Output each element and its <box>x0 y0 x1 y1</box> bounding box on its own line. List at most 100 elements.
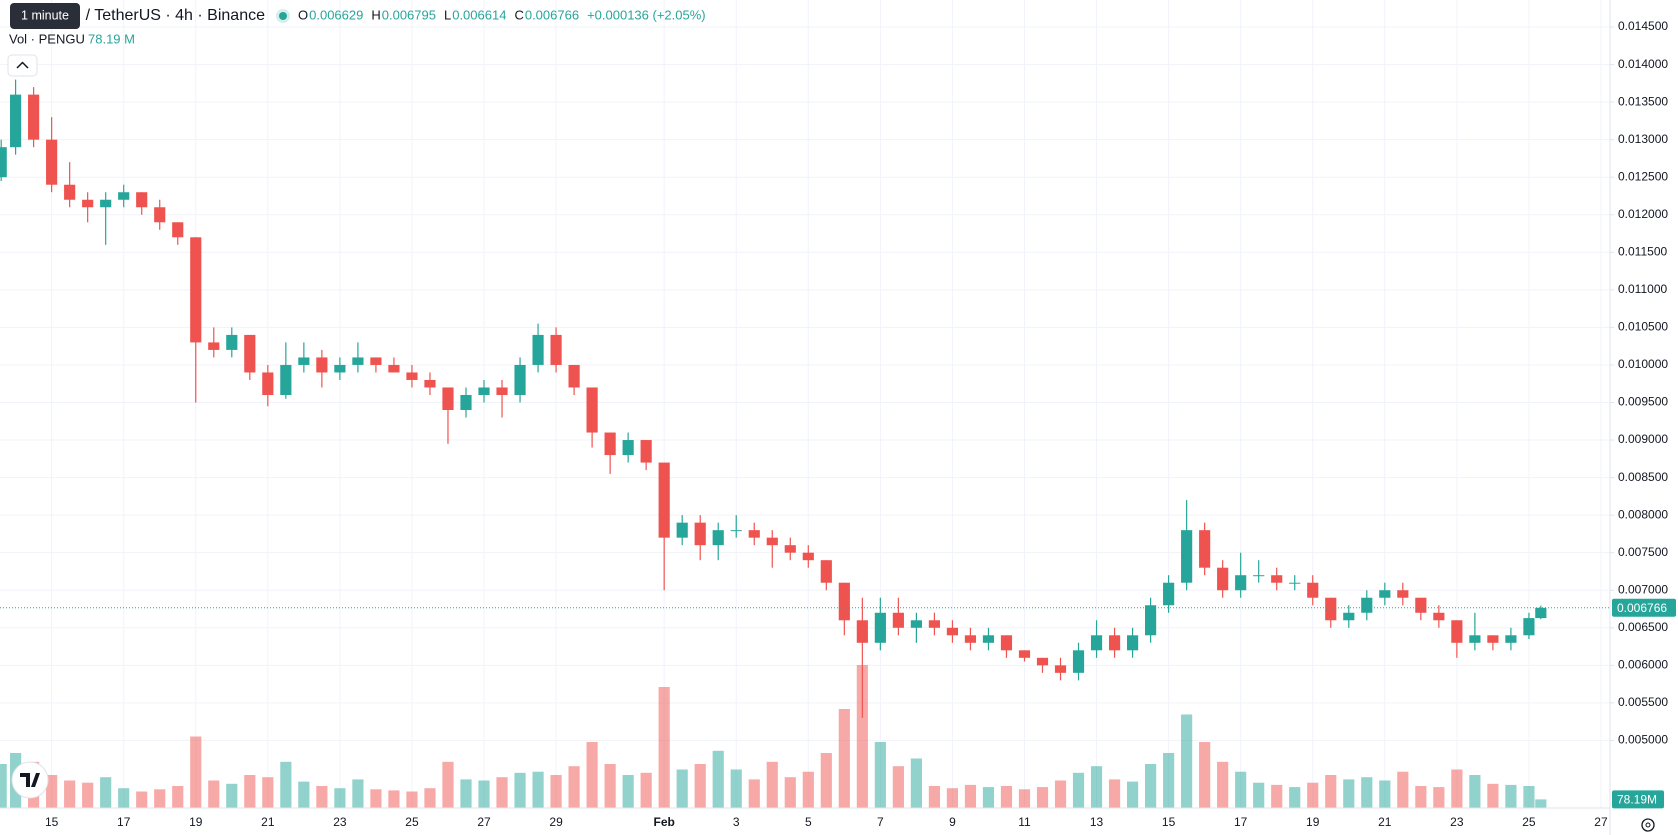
grid <box>0 0 1610 808</box>
candle-body <box>46 139 58 185</box>
volume-bar <box>946 788 959 808</box>
candle-body <box>1036 657 1049 666</box>
settings-gear[interactable] <box>1641 818 1655 832</box>
volume-label-box <box>1612 790 1664 809</box>
candle-body <box>712 530 724 546</box>
volume-bar <box>550 775 562 808</box>
candle-body <box>424 379 436 388</box>
y-tick-label: 0.010500 <box>1618 320 1668 334</box>
candle-body <box>1018 650 1031 658</box>
y-tick-label: 0.012000 <box>1618 207 1668 221</box>
candle-body <box>370 357 382 365</box>
volume-bar <box>1415 786 1427 808</box>
candle-body <box>514 364 526 395</box>
volume-bar <box>1054 780 1067 808</box>
ohlc-key: L <box>444 7 451 22</box>
candle-body <box>1451 620 1463 643</box>
candle-body <box>856 620 868 643</box>
volume-bar <box>604 764 616 808</box>
candle-body <box>1307 582 1319 598</box>
ohlc-key: C <box>514 7 523 22</box>
candle-body <box>730 530 742 532</box>
volume-bar <box>226 783 238 808</box>
x-tick-label: 3 <box>733 815 740 829</box>
candle-body <box>262 372 274 395</box>
volume-bar <box>1487 783 1499 808</box>
volume-bar <box>838 709 850 808</box>
ohlc-value: 0.006629 <box>309 7 363 22</box>
candle-body <box>568 364 580 388</box>
candle-body <box>802 552 814 561</box>
y-tick-label: 0.011500 <box>1618 244 1667 258</box>
candle-body <box>640 440 652 463</box>
x-tick-label: 15 <box>1162 815 1176 829</box>
ohlc-value: 0.006766 <box>525 7 579 22</box>
x-tick-label: 17 <box>1234 815 1248 829</box>
volume-bar <box>676 769 688 808</box>
volume-bar <box>1090 766 1103 808</box>
candle-body <box>64 184 76 200</box>
volume-bar <box>1505 784 1517 808</box>
x-tick-label: 19 <box>1306 815 1320 829</box>
collapse-button[interactable] <box>7 54 38 77</box>
axes: 0.005000 0.005500 0.006000 0.006500 0.007000… <box>0 19 1676 829</box>
candle-body <box>892 612 904 628</box>
volume-bar <box>280 761 292 808</box>
volume-bar <box>1235 771 1247 808</box>
volume-bar <box>1289 787 1301 808</box>
candle-body <box>874 612 886 643</box>
candle-body <box>334 364 346 373</box>
candle-body <box>604 432 616 456</box>
candle-body <box>496 387 508 395</box>
candle-body <box>82 199 94 208</box>
candle-body <box>1235 575 1247 591</box>
candle-body <box>586 387 598 433</box>
candle-body <box>172 222 184 238</box>
candle-body <box>1253 575 1265 577</box>
candle-body <box>1181 530 1193 583</box>
volume-bar <box>1451 769 1463 808</box>
candle-body <box>1000 635 1013 651</box>
y-tick-label: 0.011000 <box>1618 282 1667 296</box>
y-tick-label: 0.009000 <box>1618 432 1668 446</box>
y-tick-label: 0.007000 <box>1618 582 1668 596</box>
volume-bar <box>136 791 148 808</box>
y-tick-label: 0.006000 <box>1618 657 1668 671</box>
candle-body <box>622 440 634 456</box>
candle-body <box>1072 650 1085 673</box>
last-price-label: 0.006766 <box>1617 601 1667 615</box>
candle-body <box>1487 635 1499 643</box>
x-tick-label: 7 <box>877 815 884 829</box>
candle-body <box>946 627 959 636</box>
volume-bar <box>1325 775 1337 808</box>
settings-center <box>1645 822 1651 828</box>
header: PENGU / TetherUS · 4h · Binance 1 minute… <box>7 3 706 77</box>
volume-bar <box>802 771 814 808</box>
y-tick-label: 0.008000 <box>1618 507 1668 521</box>
candle-body <box>658 462 670 538</box>
y-tick-label: 0.012500 <box>1618 169 1668 183</box>
candle-body <box>1217 567 1229 591</box>
candle-body <box>1397 590 1409 598</box>
volume-bar <box>730 769 742 808</box>
y-tick-label: 0.009500 <box>1618 395 1668 409</box>
candles <box>0 79 1547 718</box>
volume-bar <box>1433 787 1445 808</box>
candle-body <box>442 387 454 411</box>
candle-body <box>406 372 418 380</box>
volume-bar <box>910 758 922 808</box>
candle-body <box>964 635 977 643</box>
status-dot <box>279 12 287 20</box>
candle-body <box>784 545 796 553</box>
y-tick-label: 0.005000 <box>1618 733 1668 747</box>
candle-body <box>10 94 22 148</box>
volume-bar <box>424 788 436 808</box>
y-tick-label: 0.013000 <box>1618 132 1668 146</box>
settings-icon[interactable] <box>1641 818 1655 832</box>
candle-body <box>982 635 995 643</box>
volume-bar <box>100 777 112 808</box>
volume-bar <box>1343 779 1355 808</box>
candle-body <box>1469 635 1481 643</box>
candle-body <box>1054 665 1067 673</box>
